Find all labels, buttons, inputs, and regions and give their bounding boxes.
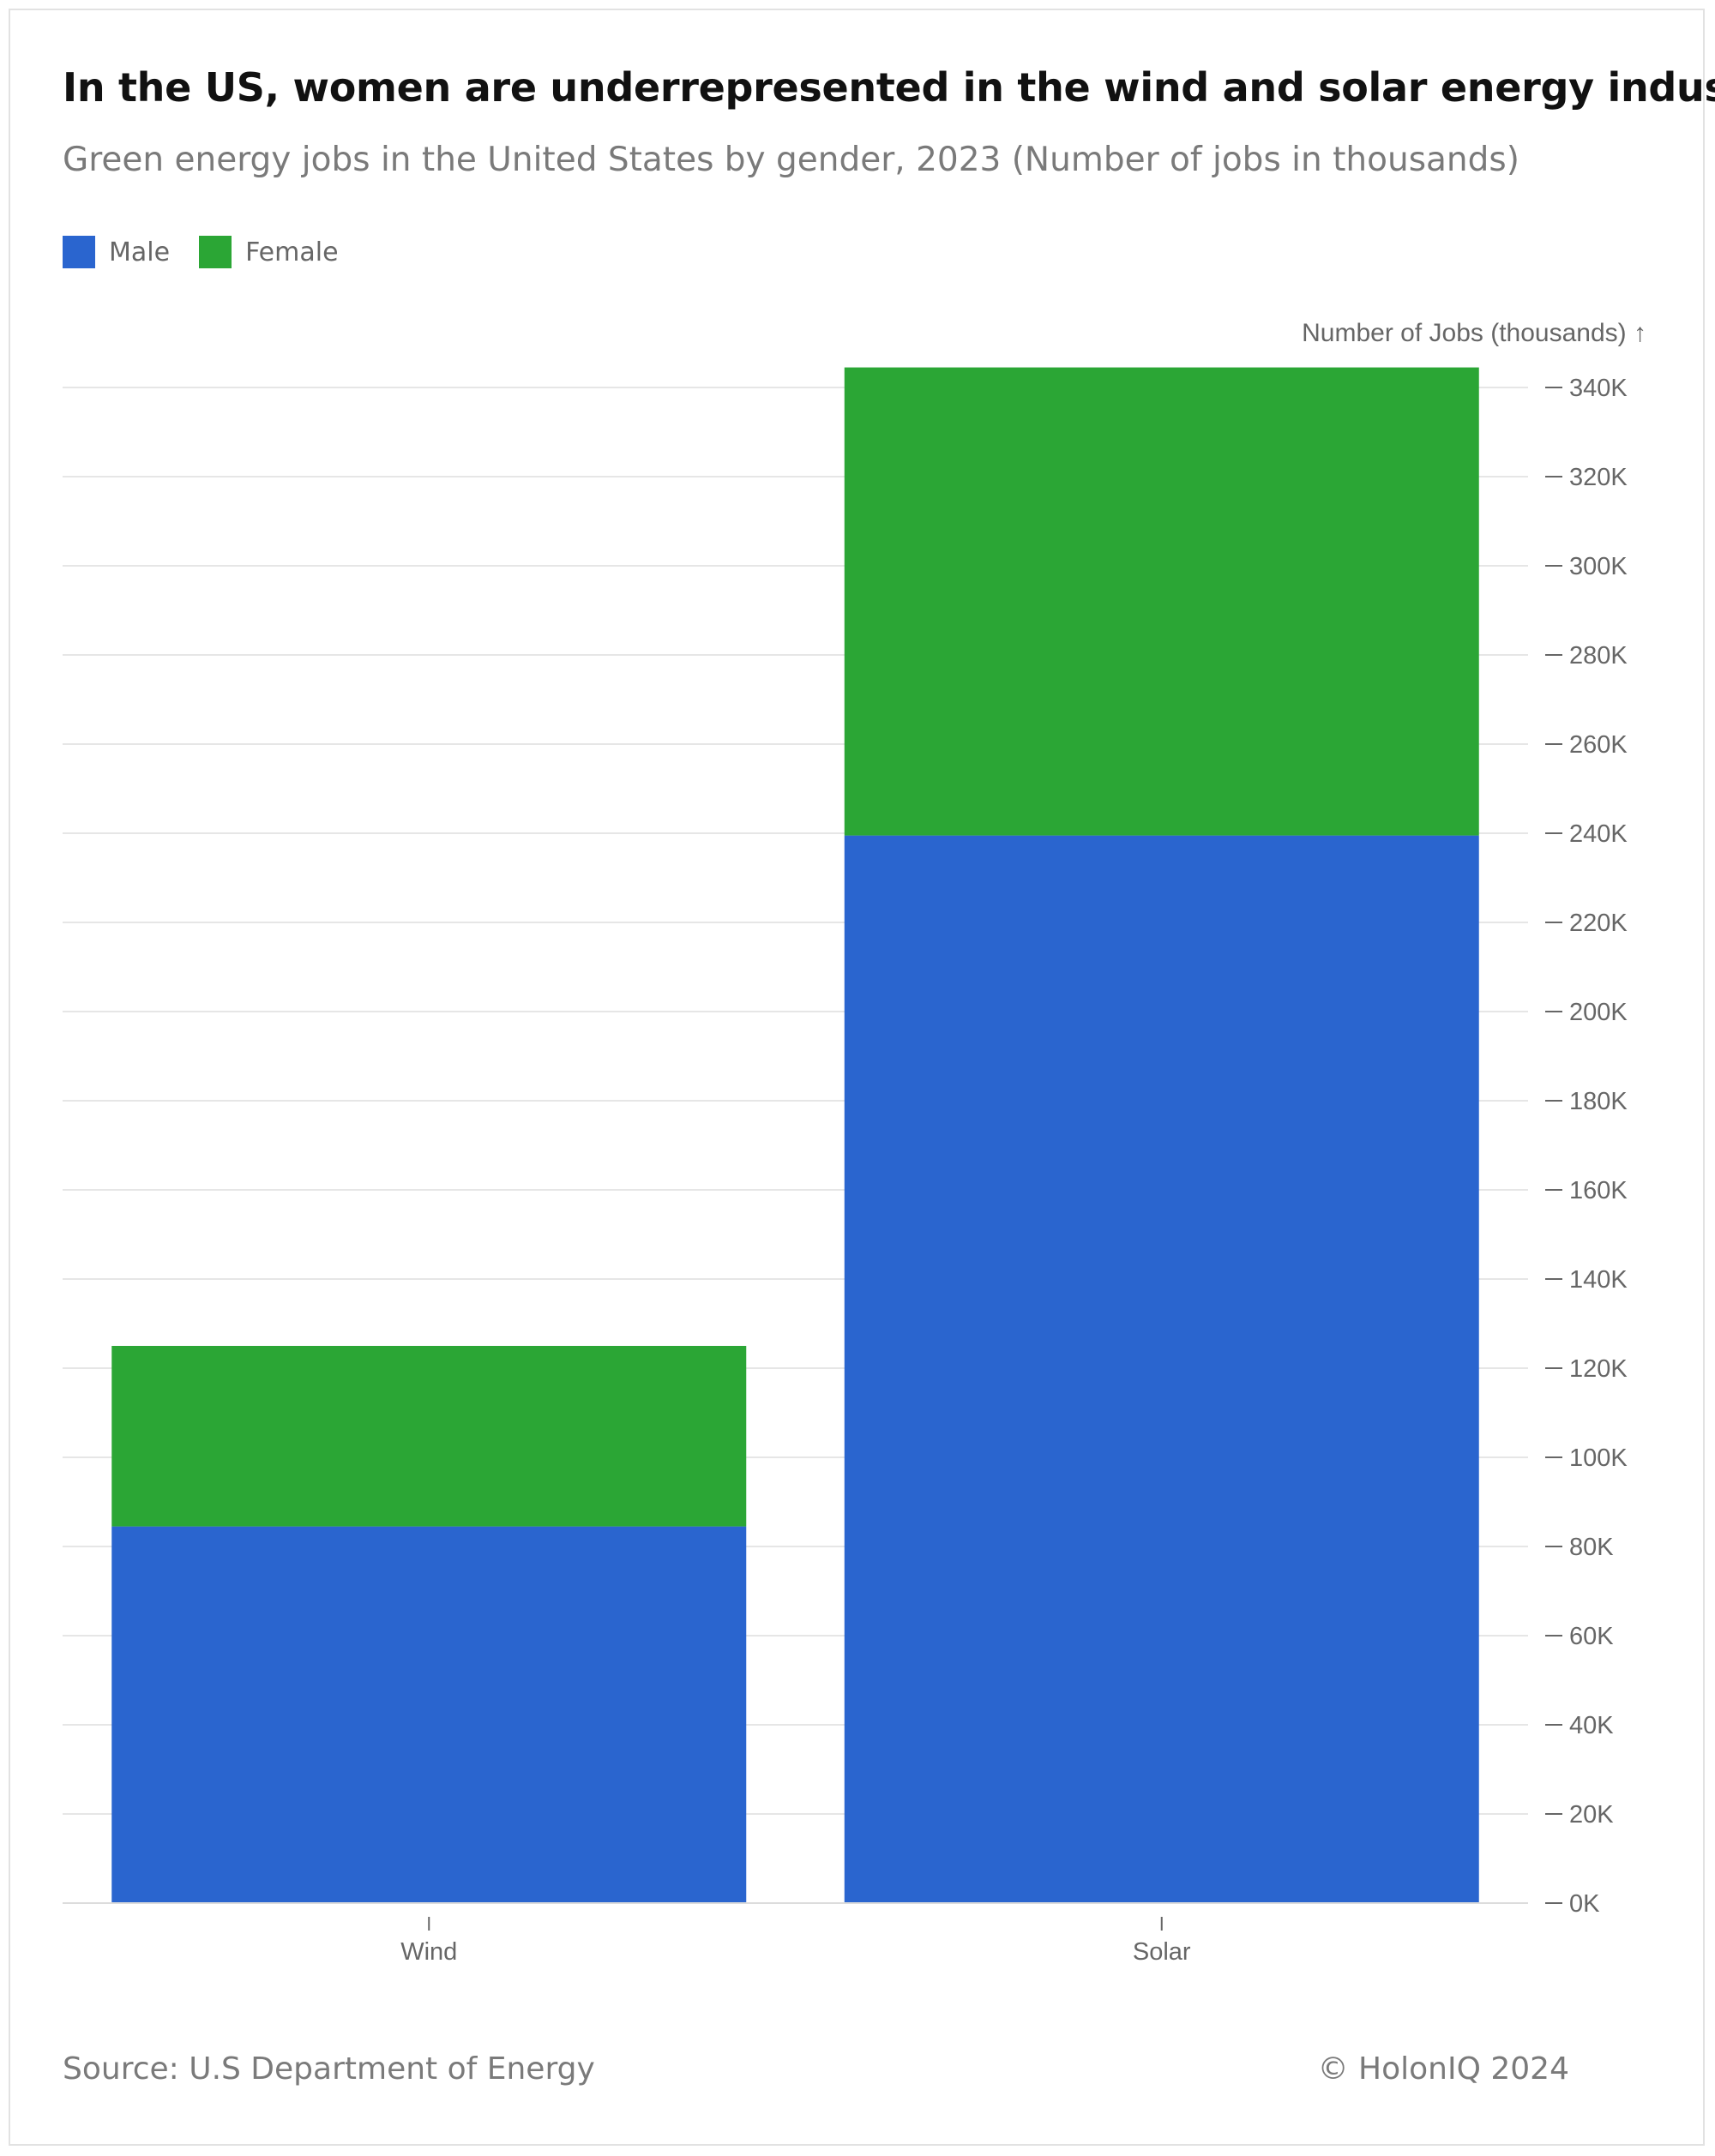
y-tick-label: 0K [1569,1890,1600,1918]
y-tick-label: 100K [1569,1444,1628,1472]
chart-title: In the US, women are underrepresented in… [63,64,1715,111]
y-tick-label: 300K [1569,553,1628,580]
copyright-note: © HolonIQ 2024 [1317,2051,1569,2087]
y-tick-label: 220K [1569,910,1628,937]
y-tick-label: 60K [1569,1623,1614,1650]
legend-swatch-male [63,236,95,268]
y-tick-label: 280K [1569,642,1628,670]
legend-item-female[interactable]: Female [199,236,339,268]
bar-female-wind[interactable] [111,1346,747,1527]
legend-item-male[interactable]: Male [63,236,170,268]
y-tick-label: 160K [1569,1177,1628,1204]
y-tick-label: 240K [1569,820,1628,848]
x-tick-label: Solar [1133,1938,1191,1966]
y-tick-label: 200K [1569,999,1628,1026]
y-axis-title: Number of Jobs (thousands) ↑ [1302,319,1646,347]
y-tick-label: 180K [1569,1088,1628,1115]
y-tick-label: 80K [1569,1534,1614,1561]
y-tick-label: 320K [1569,464,1628,491]
x-tick-label: Wind [400,1938,457,1966]
chart-subtitle: Green energy jobs in the United States b… [63,141,1519,179]
y-tick-label: 120K [1569,1355,1628,1383]
y-tick-label: 260K [1569,731,1628,759]
y-tick-label: 40K [1569,1712,1614,1739]
legend-label-male: Male [109,237,171,267]
legend: Male Female [63,236,368,268]
legend-swatch-female [199,236,232,268]
legend-label-female: Female [245,237,339,267]
y-tick-label: 340K [1569,375,1628,402]
source-note: Source: U.S Department of Energy [63,2051,595,2087]
bar-male-wind[interactable] [111,1526,747,1903]
bar-female-solar[interactable] [844,367,1479,836]
y-tick-label: 140K [1569,1266,1628,1294]
y-tick-label: 20K [1569,1801,1614,1829]
bar-male-solar[interactable] [844,835,1479,1903]
